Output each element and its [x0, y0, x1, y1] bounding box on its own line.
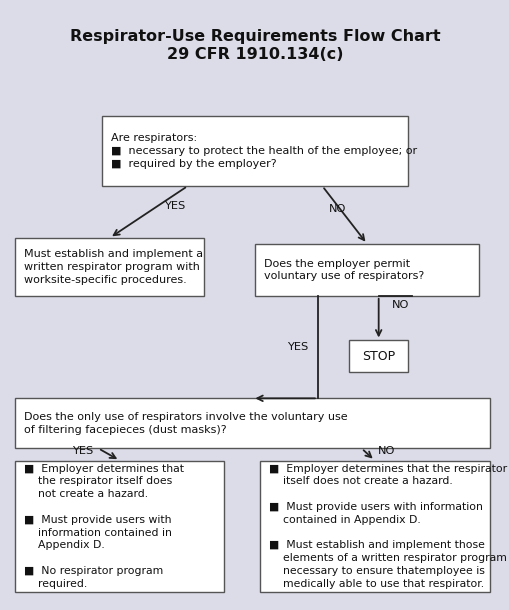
Text: NO: NO [378, 447, 395, 456]
Text: ■  Employer determines that the respirator
    itself does not create a hazard.
: ■ Employer determines that the respirato… [269, 464, 506, 589]
Text: ■  Employer determines that
    the respirator itself does
    not create a haza: ■ Employer determines that the respirato… [24, 464, 184, 589]
FancyBboxPatch shape [349, 340, 407, 372]
FancyBboxPatch shape [102, 116, 407, 186]
Text: YES: YES [72, 447, 94, 456]
Text: Respirator-Use Requirements Flow Chart: Respirator-Use Requirements Flow Chart [70, 29, 439, 44]
Text: Must establish and implement a
written respirator program with
worksite-specific: Must establish and implement a written r… [24, 249, 203, 285]
Text: 29 CFR 1910.134(c): 29 CFR 1910.134(c) [166, 48, 343, 62]
Text: NO: NO [391, 300, 408, 310]
Text: YES: YES [286, 342, 307, 352]
Text: Are respirators:
■  necessary to protect the health of the employee; or
■  requi: Are respirators: ■ necessary to protect … [111, 133, 416, 169]
FancyBboxPatch shape [15, 398, 489, 448]
FancyBboxPatch shape [254, 244, 478, 296]
Text: STOP: STOP [361, 350, 394, 363]
Text: NO: NO [328, 204, 346, 214]
Text: YES: YES [164, 201, 185, 211]
FancyBboxPatch shape [15, 238, 204, 296]
Text: Does the employer permit
voluntary use of respirators?: Does the employer permit voluntary use o… [264, 259, 423, 281]
Text: Does the only use of respirators involve the voluntary use
of filtering facepiec: Does the only use of respirators involve… [24, 412, 348, 435]
FancyBboxPatch shape [15, 461, 224, 592]
FancyBboxPatch shape [260, 461, 489, 592]
